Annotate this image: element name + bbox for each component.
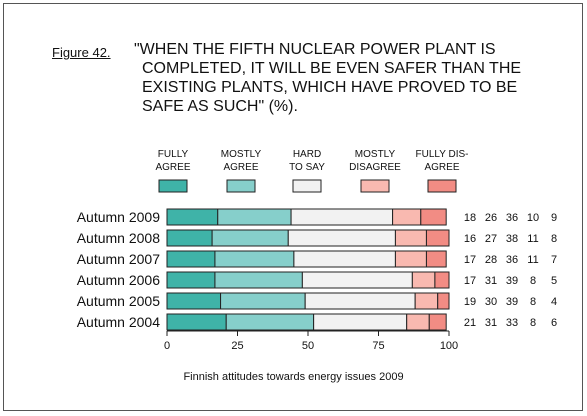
value-label: 8 [551, 233, 557, 245]
x-tick-label: 100 [440, 340, 458, 352]
bar-segment [425, 229, 450, 247]
bar-segment [406, 313, 430, 331]
value-label: 21 [464, 317, 476, 329]
title-line-2: COMPLETED, IT WILL BE EVEN SAFER THAN TH… [142, 60, 522, 77]
x-tick-label: 50 [302, 340, 314, 352]
bar-segment [425, 250, 447, 268]
value-label: 39 [506, 275, 518, 287]
figure-title: "WHEN THE FIFTH NUCLEAR POWER PLANT IS C… [134, 40, 574, 116]
bar-segment [411, 271, 436, 289]
bar-segment [290, 208, 394, 226]
legend-swatch [427, 179, 457, 193]
value-label: 31 [485, 275, 497, 287]
x-tick-label: 0 [164, 340, 170, 352]
bar-segment [313, 313, 408, 331]
value-label: 39 [506, 296, 518, 308]
value-label: 17 [464, 275, 476, 287]
bar-segment [437, 292, 450, 310]
value-label: 6 [551, 317, 557, 329]
value-label: 30 [485, 296, 497, 308]
bar-segment [166, 271, 216, 289]
value-label: 17 [464, 254, 476, 266]
bar-segment [428, 313, 447, 331]
value-label: 18 [464, 212, 476, 224]
x-tick-label: 25 [231, 340, 243, 352]
value-label: 16 [464, 233, 476, 245]
bar-segment [166, 250, 216, 268]
bar-segment [214, 250, 295, 268]
chart-caption: Finnish attitudes towards energy issues … [183, 371, 404, 383]
bar-segment [414, 292, 439, 310]
bar-segment [394, 229, 427, 247]
bar-segment [166, 292, 222, 310]
bar-segment [211, 229, 289, 247]
bar-segment [392, 208, 422, 226]
bar-segment [293, 250, 396, 268]
value-label: 38 [506, 233, 518, 245]
figure-label: Figure 42. [52, 45, 111, 60]
bar-segment [166, 229, 213, 247]
bar-segment [287, 229, 396, 247]
value-label: 7 [551, 254, 557, 266]
value-label: 33 [506, 317, 518, 329]
legend-label: FULLY DIS- [416, 149, 469, 160]
category-label: Autumn 2004 [77, 314, 160, 330]
category-label: Autumn 2009 [77, 209, 160, 225]
legend-swatch [158, 179, 188, 193]
figure-frame [3, 3, 583, 411]
value-label: 9 [551, 212, 557, 224]
bar-segment [304, 292, 416, 310]
bar-segment [217, 208, 292, 226]
title-line-3: EXISTING PLANTS, WHICH HAVE PROVED TO BE [142, 79, 518, 96]
bar-segment [225, 313, 315, 331]
category-label: Autumn 2007 [77, 251, 160, 267]
bar-segment [214, 271, 303, 289]
bar-segment [434, 271, 450, 289]
bar-segment [166, 208, 219, 226]
value-label: 26 [485, 212, 497, 224]
category-label: Autumn 2008 [77, 230, 160, 246]
legend-label: MOSTLY [221, 149, 262, 160]
value-label: 8 [530, 317, 536, 329]
value-label: 5 [551, 275, 557, 287]
legend-swatch [292, 179, 322, 193]
value-label: 10 [527, 212, 539, 224]
title-line-1: "WHEN THE FIFTH NUCLEAR POWER PLANT IS [134, 41, 496, 58]
value-label: 31 [485, 317, 497, 329]
title-line-4: SAFE AS SUCH" (%). [142, 98, 298, 115]
value-label: 11 [527, 254, 538, 266]
value-label: 27 [485, 233, 497, 245]
value-label: 4 [551, 296, 557, 308]
legend-label: AGREE [424, 162, 459, 173]
legend-swatch [226, 179, 256, 193]
bar-segment [420, 208, 447, 226]
bar-segment [394, 250, 427, 268]
legend-label: TO SAY [289, 162, 325, 173]
bar-segment [220, 292, 306, 310]
legend-label: FULLY [158, 149, 189, 160]
legend-label: HARD [293, 149, 321, 160]
legend-label: AGREE [223, 162, 258, 173]
legend-swatch [360, 179, 390, 193]
value-label: 19 [464, 296, 476, 308]
category-label: Autumn 2006 [77, 272, 160, 288]
category-label: Autumn 2005 [77, 293, 160, 309]
value-label: 8 [530, 296, 536, 308]
bar-segment [301, 271, 413, 289]
legend-label: AGREE [155, 162, 190, 173]
value-label: 36 [506, 212, 518, 224]
legend-label: MOSTLY [355, 149, 396, 160]
value-label: 11 [527, 233, 538, 245]
value-label: 36 [506, 254, 518, 266]
x-tick-label: 75 [372, 340, 384, 352]
value-label: 28 [485, 254, 497, 266]
value-label: 8 [530, 275, 536, 287]
bar-segment [166, 313, 227, 331]
legend-label: DISAGREE [349, 162, 401, 173]
